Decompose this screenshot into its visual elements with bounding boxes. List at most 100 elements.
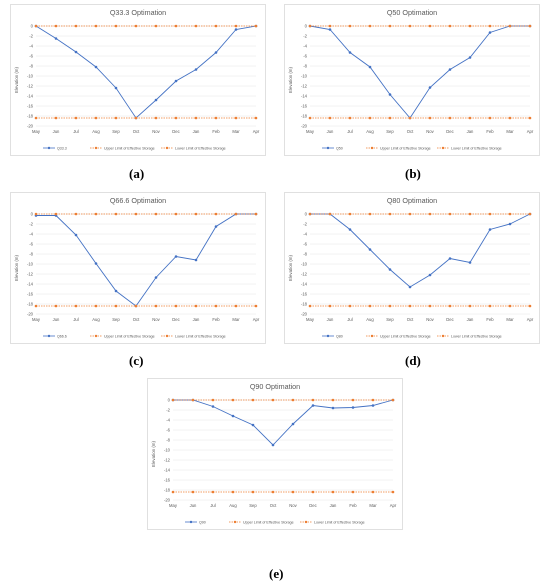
data-point	[74, 304, 78, 308]
x-tick-label: Feb	[212, 129, 220, 134]
chart-frame	[284, 192, 540, 344]
legend-label-main: Q80	[336, 334, 343, 338]
data-point	[448, 24, 452, 28]
data-point	[34, 24, 38, 28]
data-point	[488, 31, 492, 34]
data-point	[134, 212, 138, 216]
x-tick-label: Oct	[133, 317, 140, 322]
x-tick-label: Mar	[232, 129, 240, 134]
x-tick-label: Jun	[53, 129, 60, 134]
data-point	[408, 116, 412, 120]
legend-marker-lower	[441, 334, 445, 338]
series-line-main	[310, 213, 531, 288]
y-tick-label: -8	[166, 437, 170, 442]
y-tick-label: -8	[303, 251, 307, 256]
y-tick-label: -4	[29, 43, 33, 48]
data-point	[468, 116, 472, 120]
x-tick-label: Mar	[232, 317, 240, 322]
data-point	[114, 304, 118, 308]
legend: Q90 Upper Limit of Effective Storage Low…	[185, 520, 365, 524]
data-point	[54, 116, 58, 120]
y-tick-label: -2	[166, 407, 170, 412]
data-point	[154, 276, 158, 279]
data-point	[368, 24, 372, 28]
x-tick-label: Sep	[112, 129, 120, 134]
x-tick-label: Aug	[92, 129, 100, 134]
x-tick-label: Oct	[133, 129, 140, 134]
y-tick-label: -18	[164, 487, 171, 492]
data-point	[254, 212, 258, 216]
legend-marker-main	[189, 520, 193, 524]
chart-svg-c: Q66.6 Optimation Elevation (m) 0 -2 -4 -6 -8…	[10, 192, 266, 344]
y-tick-label: -18	[301, 113, 308, 118]
data-point	[428, 212, 432, 216]
y-tick-label: -18	[27, 113, 34, 118]
y-tick-label: -18	[301, 301, 308, 306]
y-tick-label: -14	[27, 281, 34, 286]
chart-frame	[284, 4, 540, 156]
y-tick-label: 0	[31, 23, 34, 28]
data-point	[408, 24, 412, 28]
legend-marker-main	[326, 334, 330, 338]
x-tick-label: Sep	[386, 129, 394, 134]
y-tick-label: -2	[303, 33, 307, 38]
data-point	[368, 116, 372, 120]
data-point	[154, 24, 158, 28]
series-line-main	[309, 25, 530, 119]
legend: Q50 Upper Limit of Effective Storage Low…	[322, 146, 502, 150]
x-tick-label: Sep	[249, 503, 257, 508]
data-point	[134, 24, 138, 28]
x-tick-label: Mar	[369, 503, 377, 508]
x-tick-label: Nov	[152, 129, 160, 134]
data-point	[174, 304, 178, 308]
data-point	[74, 233, 78, 237]
data-point	[194, 258, 198, 262]
data-point	[488, 228, 492, 231]
data-point	[328, 116, 332, 120]
x-tick-label: Dec	[446, 317, 453, 322]
data-point	[271, 398, 275, 402]
data-point	[271, 443, 275, 447]
legend: Q80 Upper Limit of Effective Storage Low…	[322, 334, 502, 338]
data-point	[391, 490, 395, 494]
x-tick-label: May	[169, 503, 178, 508]
data-point	[251, 398, 255, 402]
chart-title: Q66.6 Optimation	[110, 196, 166, 205]
data-point	[214, 24, 218, 28]
legend-marker-upper	[233, 520, 237, 524]
data-point	[468, 304, 472, 308]
x-tick-label: Jan	[467, 317, 474, 322]
y-tick-label: -12	[164, 457, 171, 462]
chart-panel-c: Q66.6 Optimation Elevation (m) 0 -2 -4 -6 -8…	[10, 192, 266, 344]
y-tick-label: -16	[301, 103, 308, 108]
data-point	[171, 490, 175, 494]
data-point	[428, 273, 432, 277]
series-line-main	[36, 213, 256, 307]
data-point	[391, 398, 395, 402]
y-tick-label: -20	[164, 497, 171, 502]
data-point	[154, 212, 158, 216]
data-point	[174, 79, 178, 83]
data-point	[94, 212, 98, 216]
y-axis-label: Elevation (m)	[151, 441, 156, 467]
legend-marker-lower	[441, 146, 445, 150]
x-tick-label: Sep	[112, 317, 120, 322]
data-point	[408, 285, 412, 289]
x-tick-label: Mar	[506, 129, 514, 134]
y-tick-label: -12	[301, 83, 308, 88]
x-tick-label: May	[306, 129, 315, 134]
data-point	[371, 490, 375, 494]
data-point	[194, 116, 198, 120]
data-point	[351, 406, 355, 409]
y-tick-label: -10	[27, 73, 34, 78]
data-point	[234, 304, 238, 308]
data-point	[368, 248, 372, 251]
legend: Q33.3 Upper Limit of Effective Storage L…	[43, 146, 226, 150]
y-tick-label: -10	[164, 447, 171, 452]
y-tick-label: -8	[303, 63, 307, 68]
y-tick-label: -2	[29, 33, 33, 38]
x-tick-label: Dec	[309, 503, 316, 508]
data-point	[154, 116, 158, 120]
